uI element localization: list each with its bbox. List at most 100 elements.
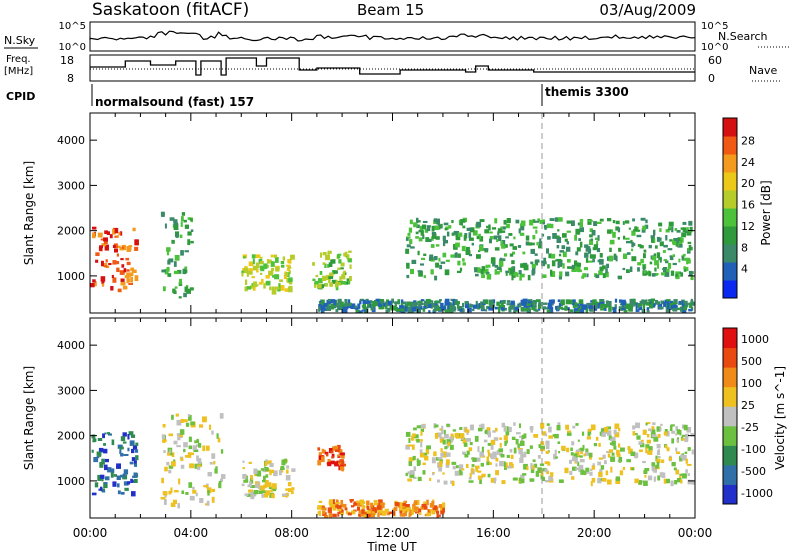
- data-cell: [336, 505, 342, 509]
- data-cell: [337, 512, 340, 517]
- data-cell: [426, 225, 431, 232]
- nsearch-tick-top: 10^5: [701, 21, 728, 32]
- data-cell: [180, 457, 184, 462]
- data-cell: [531, 242, 535, 246]
- data-cell: [461, 219, 466, 223]
- data-cell: [530, 248, 535, 254]
- data-cell: [123, 454, 129, 456]
- data-cell: [514, 306, 519, 311]
- data-cell: [489, 231, 493, 234]
- data-cell: [520, 225, 525, 231]
- data-cell: [251, 276, 255, 279]
- data-cell: [103, 482, 108, 489]
- data-cell: [495, 457, 499, 462]
- data-cell: [430, 303, 435, 308]
- data-cell: [110, 468, 115, 474]
- data-cell: [434, 305, 438, 309]
- data-cell: [535, 309, 539, 312]
- data-cell: [601, 265, 606, 270]
- data-cell: [537, 218, 541, 222]
- data-cell: [585, 258, 589, 263]
- data-cell: [684, 434, 688, 440]
- data-cell: [560, 301, 564, 304]
- data-cell: [576, 262, 581, 267]
- data-cell: [405, 472, 408, 477]
- data-cell: [590, 480, 593, 487]
- velocity-colorbar-label: Velocity [m s^-1]: [773, 366, 787, 470]
- data-cell: [180, 464, 185, 469]
- data-cell: [408, 457, 414, 462]
- data-cell: [520, 453, 524, 458]
- data-cell: [181, 216, 184, 222]
- data-cell: [411, 435, 415, 441]
- data-cell: [436, 305, 440, 311]
- data-cell: [671, 430, 676, 434]
- data-cell: [599, 303, 604, 308]
- data-cell: [629, 299, 634, 305]
- data-cell: [554, 217, 559, 222]
- data-cell: [251, 494, 257, 497]
- colorbar-tick-label: 8: [741, 241, 748, 254]
- data-cell: [454, 470, 460, 476]
- data-cell: [266, 264, 269, 268]
- data-cell: [130, 434, 136, 438]
- data-cell: [190, 421, 195, 426]
- data-cell: [356, 500, 360, 503]
- data-cell: [327, 507, 332, 513]
- data-cell: [176, 433, 181, 437]
- data-cell: [496, 301, 500, 306]
- data-cell: [160, 496, 166, 500]
- nave-label: Nave: [749, 64, 777, 77]
- data-cell: [120, 258, 124, 261]
- data-cell: [248, 268, 253, 272]
- data-cell: [432, 472, 435, 476]
- data-cell: [422, 234, 425, 240]
- data-cell: [350, 500, 353, 503]
- data-cell: [511, 463, 514, 469]
- data-cell: [346, 278, 351, 283]
- data-cell: [556, 237, 562, 243]
- data-cell: [487, 473, 491, 478]
- data-cell: [585, 246, 591, 252]
- data-cell: [287, 488, 292, 492]
- data-cell: [116, 245, 121, 248]
- data-cell: [120, 474, 125, 478]
- data-cell: [455, 252, 458, 257]
- data-cell: [494, 477, 496, 484]
- data-cell: [439, 299, 442, 302]
- data-cell: [242, 473, 247, 479]
- data-cell: [533, 463, 538, 468]
- data-cell: [320, 305, 325, 311]
- data-cell: [101, 477, 104, 482]
- data-cell: [433, 256, 438, 261]
- data-cell: [679, 455, 683, 462]
- nsky-tick-top: 10^5: [59, 21, 86, 32]
- colorbar-tick-label: 4: [741, 263, 748, 276]
- data-cell: [318, 278, 323, 284]
- data-cell: [596, 221, 602, 224]
- data-cell: [684, 229, 689, 234]
- data-cell: [524, 308, 529, 312]
- data-cell: [466, 438, 471, 442]
- data-cell: [592, 258, 595, 263]
- data-cell: [422, 462, 426, 466]
- data-cell: [534, 253, 538, 256]
- freq-panel: Freq. [MHz] 18 8 60 0 Nave: [4, 54, 782, 85]
- data-cell: [561, 445, 566, 451]
- data-cell: [444, 433, 449, 439]
- data-cell: [134, 463, 137, 467]
- data-cell: [586, 436, 591, 440]
- data-cell: [671, 438, 675, 444]
- data-cell: [517, 443, 520, 448]
- data-cell: [436, 432, 442, 438]
- data-cell: [640, 217, 646, 221]
- data-cell: [253, 281, 257, 288]
- data-cell: [614, 423, 620, 429]
- data-cell: [504, 244, 508, 248]
- data-cell: [125, 257, 130, 261]
- data-cell: [471, 308, 475, 312]
- data-cell: [415, 511, 418, 514]
- freq-label-line1: Freq.: [6, 54, 31, 65]
- data-cell: [678, 302, 682, 306]
